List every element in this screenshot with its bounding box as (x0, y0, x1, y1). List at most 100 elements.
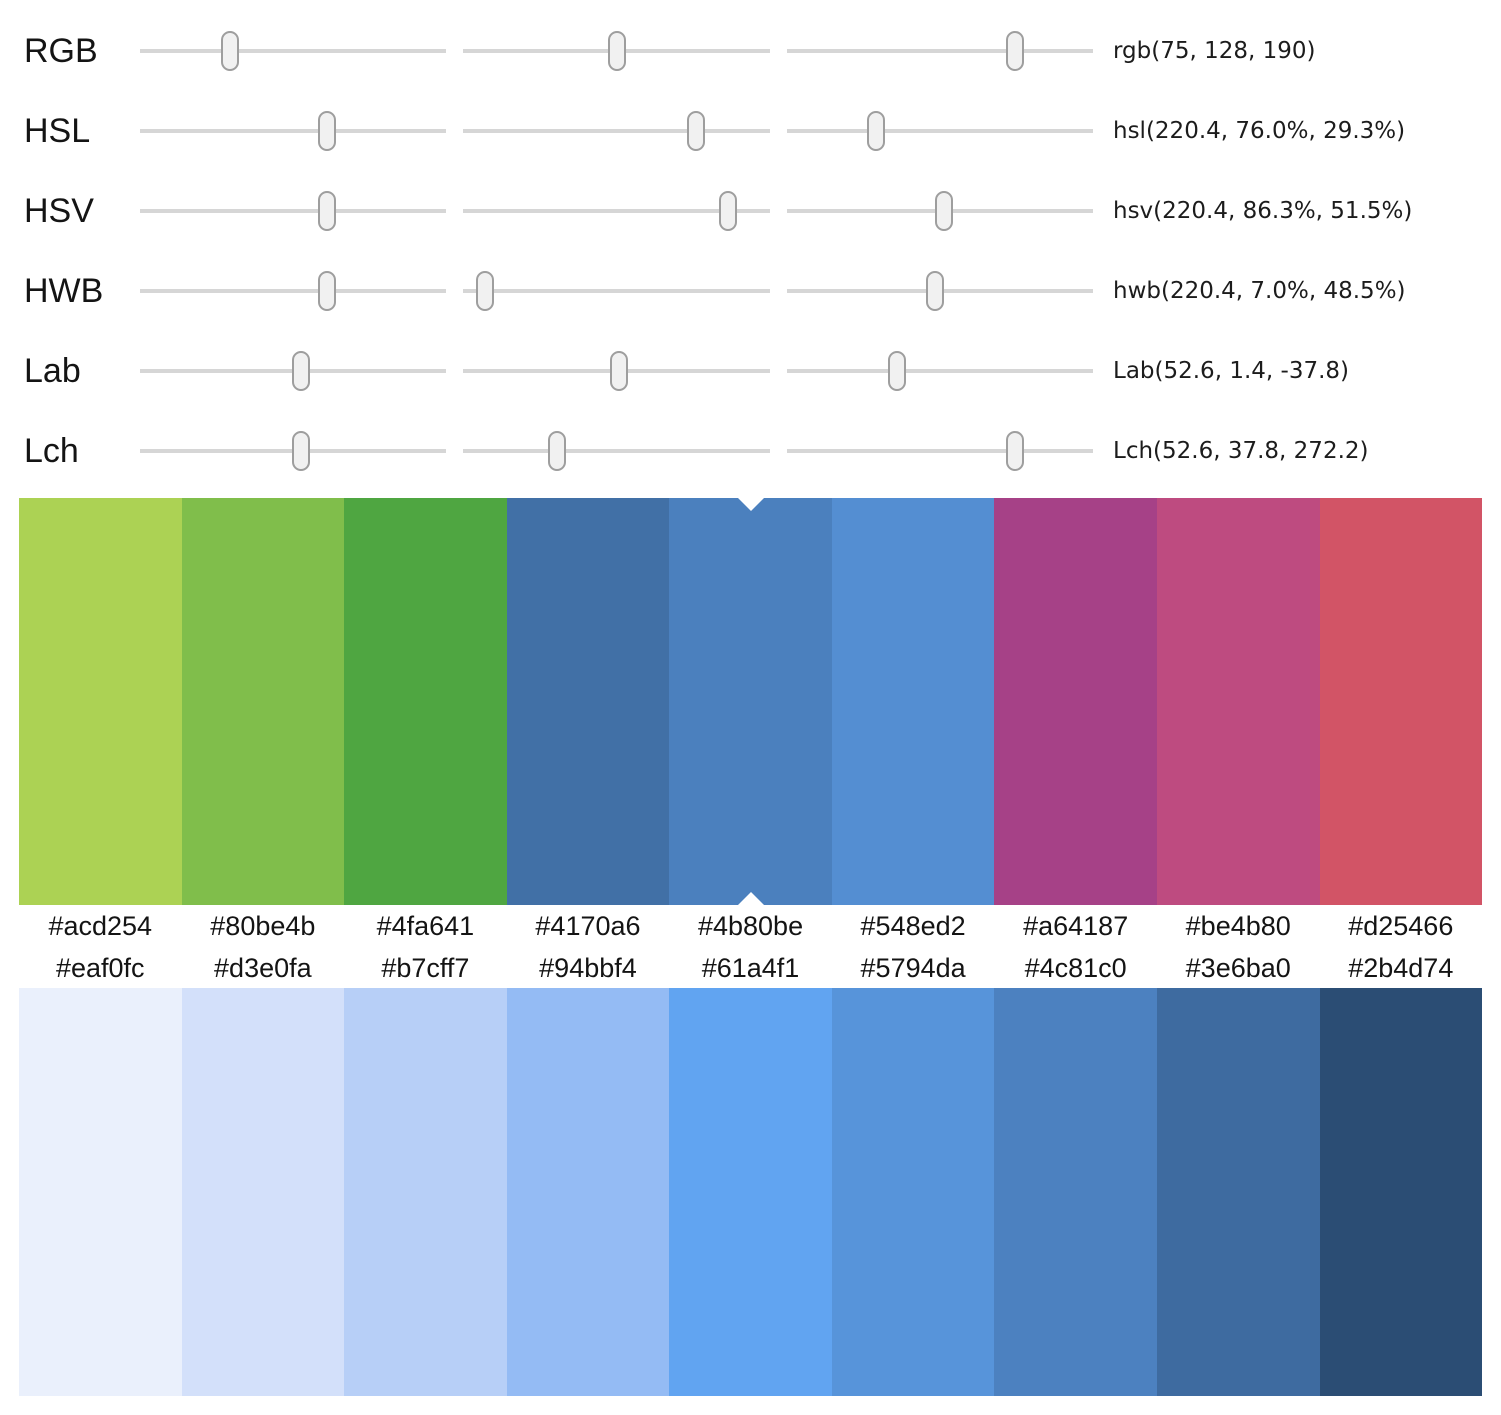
shade-palette-swatch-3[interactable] (506, 988, 670, 1396)
harmony-palette-swatch-6[interactable] (994, 498, 1157, 905)
shade-palette-hex-label-7: #3e6ba0 (1185, 952, 1291, 983)
shade-palette-swatch-7[interactable] (1156, 988, 1320, 1396)
slider-track-hsv-1[interactable] (140, 191, 447, 231)
slider-track-rgb-2[interactable] (463, 31, 770, 71)
slider-track-group (140, 31, 1093, 71)
shade-palette-hex-label-6: #4c81c0 (1024, 952, 1127, 983)
colorspace-label: HSL (24, 112, 91, 150)
slider-thumb-hwb-1[interactable] (318, 271, 337, 311)
shade-palette-hex-label-3: #94bbf4 (539, 952, 637, 983)
slider-row-hsl: HSL hsl(220.4, 76.0%, 29.3%) (0, 91, 1501, 171)
harmony-palette-hex-label-0: #acd254 (48, 911, 153, 941)
shade-palette-swatch-2[interactable] (344, 988, 507, 1396)
slider-thumb-lch-1[interactable] (292, 431, 311, 471)
slider-track-group (140, 191, 1093, 231)
harmony-palette-swatch-0[interactable] (19, 498, 182, 905)
harmony-palette-hex-label-7: #be4b80 (1185, 911, 1291, 941)
shade-hex-labels: #eaf0fc #d3e0fa #b7cff7 #94bbf4 #61a4f1 #5794… (19, 948, 1482, 988)
slider-track-hsl-3[interactable] (786, 111, 1093, 151)
harmony-palette-hex-label-1: #80be4b (210, 911, 316, 941)
harmony-palette-hex-label-6: #a64187 (1023, 911, 1129, 941)
shade-palette-swatch-8[interactable] (1319, 988, 1483, 1396)
slider-track-hsl-2[interactable] (463, 111, 770, 151)
slider-thumb-hsl-1[interactable] (318, 111, 337, 151)
harmony-palette-hex-label-3: #4170a6 (535, 911, 641, 941)
slider-track-hsl-1[interactable] (140, 111, 447, 151)
slider-thumb-rgb-2[interactable] (608, 31, 627, 71)
harmony-palette-swatch-8[interactable] (1319, 498, 1483, 905)
slider-track-hsv-3[interactable] (786, 191, 1093, 231)
slider-thumb-hwb-3[interactable] (926, 271, 945, 311)
color-value-text: rgb(75, 128, 190) (1113, 38, 1316, 64)
shade-palette-hex-label-1: #d3e0fa (214, 952, 312, 983)
colorspace-label: Lch (24, 432, 79, 470)
colorspace-label: RGB (24, 32, 98, 70)
color-value-text: hsl(220.4, 76.0%, 29.3%) (1113, 118, 1406, 144)
harmony-palette-hex-label-4: #4b80be (697, 911, 804, 941)
slider-thumb-lch-3[interactable] (1005, 431, 1024, 471)
slider-track-hwb-1[interactable] (140, 271, 447, 311)
slider-track-group (140, 271, 1093, 311)
slider-thumb-hsv-2[interactable] (718, 191, 737, 231)
shade-palette (19, 988, 1483, 1396)
slider-track-lch-1[interactable] (140, 431, 447, 471)
slider-thumb-lab-2[interactable] (609, 351, 628, 391)
slider-thumb-hsv-1[interactable] (318, 191, 337, 231)
slider-row-hwb: HWB hwb(220.4, 7.0%, 48.5%) (0, 251, 1501, 331)
color-value-text: Lab(52.6, 1.4, -37.8) (1113, 358, 1349, 384)
slider-thumb-lch-2[interactable] (547, 431, 566, 471)
harmony-palette-hex-label-8: #d25466 (1348, 911, 1454, 941)
shade-palette-swatch-4[interactable] (669, 988, 832, 1396)
slider-thumb-lab-3[interactable] (887, 351, 906, 391)
slider-thumb-hsl-3[interactable] (867, 111, 886, 151)
slider-row-lch: Lch Lch(52.6, 37.8, 272.2) (0, 411, 1501, 491)
slider-track-lab-2[interactable] (463, 351, 770, 391)
colorspace-label: HWB (24, 272, 104, 310)
slider-track-rgb-1[interactable] (140, 31, 447, 71)
harmony-palette-swatch-7[interactable] (1156, 498, 1320, 905)
slider-track-hsv-2[interactable] (463, 191, 770, 231)
slider-track-rgb-3[interactable] (786, 31, 1093, 71)
slider-thumb-hsl-2[interactable] (687, 111, 706, 151)
slider-track-group (140, 351, 1093, 391)
shade-palette-swatch-1[interactable] (181, 988, 345, 1396)
shade-palette-swatch-5[interactable] (831, 988, 995, 1396)
slider-track-lab-1[interactable] (140, 351, 447, 391)
harmony-palette-swatch-1[interactable] (181, 498, 345, 905)
slider-track-lab-3[interactable] (786, 351, 1093, 391)
slider-thumb-lab-1[interactable] (292, 351, 311, 391)
harmony-palette-hex-label-5: #548ed2 (860, 911, 966, 941)
selected-swatch-marker-bottom (737, 892, 764, 905)
harmony-palette-swatch-4[interactable] (669, 498, 832, 905)
shade-palette-hex-label-5: #5794da (860, 952, 966, 983)
color-value-text: hwb(220.4, 7.0%, 48.5%) (1113, 278, 1406, 304)
harmony-palette-swatch-3[interactable] (506, 498, 670, 905)
colorspace-label: Lab (24, 352, 81, 390)
slider-thumb-rgb-1[interactable] (221, 31, 240, 71)
colorspace-label: HSV (24, 192, 94, 230)
slider-track-lch-3[interactable] (786, 431, 1093, 471)
slider-track-group (140, 431, 1093, 471)
slider-thumb-rgb-3[interactable] (1005, 31, 1024, 71)
shade-palette-hex-label-4: #61a4f1 (701, 952, 800, 983)
slider-track-hwb-3[interactable] (786, 271, 1093, 311)
slider-thumb-hwb-2[interactable] (475, 271, 494, 311)
harmony-palette (19, 498, 1483, 905)
color-value-text: hsv(220.4, 86.3%, 51.5%) (1113, 198, 1413, 224)
shade-palette-hex-label-0: #eaf0fc (55, 952, 145, 983)
slider-thumb-hsv-3[interactable] (935, 191, 954, 231)
harmony-palette-swatch-2[interactable] (344, 498, 507, 905)
slider-track-lch-2[interactable] (463, 431, 770, 471)
slider-row-hsv: HSV hsv(220.4, 86.3%, 51.5%) (0, 171, 1501, 251)
color-value-text: Lch(52.6, 37.8, 272.2) (1113, 438, 1369, 464)
shade-palette-hex-label-8: #2b4d74 (1348, 952, 1454, 983)
slider-track-group (140, 111, 1093, 151)
slider-track-hwb-2[interactable] (463, 271, 770, 311)
harmony-hex-labels: #acd254 #80be4b #4fa641 #4170a6 #4b80be #548e… (19, 905, 1482, 948)
harmony-palette-swatch-5[interactable] (831, 498, 995, 905)
shade-palette-swatch-6[interactable] (994, 988, 1157, 1396)
shade-palette-swatch-0[interactable] (19, 988, 182, 1396)
selected-swatch-marker-top (737, 498, 764, 511)
slider-panel: RGB rgb(75, 128, 190) HSL (0, 0, 1501, 491)
